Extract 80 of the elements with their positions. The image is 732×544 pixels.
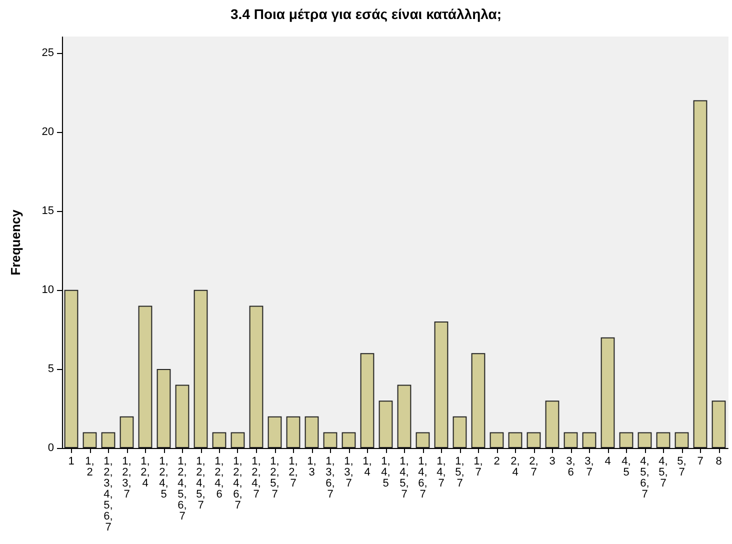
y-tick-label: 15 (42, 204, 54, 217)
bar (582, 432, 596, 448)
x-tick-label: 1, 4, 6, 7 (418, 456, 428, 500)
x-tick-label: 2 (494, 456, 500, 468)
x-tick-label: 1, 2 (85, 456, 94, 478)
y-tick-label: 20 (42, 126, 54, 138)
x-tick-label: 1, 2, 4, 7 (252, 456, 261, 500)
bar (712, 400, 726, 448)
bar (120, 416, 134, 448)
x-tick-label: 1, 2, 4, 5, 6, 7 (178, 456, 187, 522)
y-axis-title: Frequency (8, 208, 23, 276)
bar (471, 353, 486, 448)
x-tick-label: 7 (697, 456, 704, 468)
bar (564, 432, 578, 448)
x-tick-label: 2, 7 (529, 456, 538, 478)
bar (397, 384, 412, 448)
x-tick-label: 1, 2, 3, 7 (122, 456, 132, 500)
bar (304, 416, 319, 448)
bar (64, 290, 78, 448)
x-tick-label: 1, 2, 4 (140, 456, 150, 490)
bar (434, 322, 448, 448)
bar (490, 432, 504, 448)
x-tick-label: 1, 4, 5, 7 (400, 456, 409, 500)
bar (508, 432, 522, 448)
x-tick-label: 4, 5, 6, 7 (640, 456, 650, 500)
bar (82, 432, 97, 448)
bar (600, 337, 615, 448)
y-tick-label: 0 (48, 442, 54, 454)
x-tick-label: 4, 5 (622, 456, 631, 478)
bar (693, 100, 708, 448)
x-tick-label: 1, 2, 4, 5, 7 (196, 456, 206, 512)
bar (212, 432, 226, 448)
bar (378, 400, 393, 448)
bar (138, 306, 152, 448)
y-tick-label: 25 (42, 46, 54, 59)
bar (101, 432, 116, 448)
x-tick-label: 1, 2, 4, 5 (159, 456, 168, 500)
bar (194, 290, 208, 448)
x-tick-label: 1, 3 (307, 456, 316, 478)
bar (638, 432, 652, 448)
x-tick-label: 5, 7 (677, 456, 686, 478)
x-tick-label: 1, 2, 7 (288, 456, 298, 490)
bar (268, 416, 282, 448)
y-tick-label: 10 (42, 284, 54, 296)
y-tick-label: 5 (48, 362, 54, 375)
bar (230, 432, 245, 448)
bar (416, 432, 430, 448)
x-tick-label: 1, 5, 7 (455, 456, 464, 490)
bar (526, 432, 541, 448)
x-tick-label: 1, 2, 4, 6 (214, 456, 224, 500)
bar (323, 432, 338, 448)
x-tick-label: 1, 4, 5 (381, 456, 390, 490)
x-tick-label: 1, 2, 5, 7 (270, 456, 280, 500)
x-tick-label: 8 (716, 456, 722, 468)
x-tick-label: 1, 7 (474, 456, 483, 478)
x-tick-label: 1, 3, 7 (344, 456, 354, 490)
x-tick-label: 4 (604, 456, 611, 468)
x-tick-label: 4, 5, 7 (658, 456, 668, 490)
bar (656, 432, 670, 448)
bar (156, 368, 171, 448)
x-tick-label: 3 (549, 456, 556, 468)
bar (619, 432, 634, 448)
x-tick-label: 1, 4 (362, 456, 372, 478)
bar (342, 432, 356, 448)
bar (545, 400, 560, 448)
x-tick-label: 2, 4 (510, 456, 520, 478)
x-tick-label: 1, 3, 6, 7 (326, 456, 335, 500)
bar (175, 384, 190, 448)
x-tick-label: 1, 4, 7 (436, 456, 446, 490)
bar (674, 432, 689, 448)
x-tick-label: 3, 6 (566, 456, 576, 478)
x-tick-label: 3, 7 (584, 456, 594, 478)
bar (452, 416, 467, 448)
bar (360, 353, 374, 448)
x-tick-label: 1, 2, 3, 4, 5, 6, 7 (104, 456, 113, 534)
bar (286, 416, 300, 448)
chart-title: 3.4 Ποια μέτρα για εσάς είναι κατάλληλα; (230, 6, 502, 22)
x-tick-label: 1 (68, 456, 74, 468)
bar (249, 306, 264, 448)
x-tick-label: 1, 2, 4, 6, 7 (233, 456, 242, 512)
